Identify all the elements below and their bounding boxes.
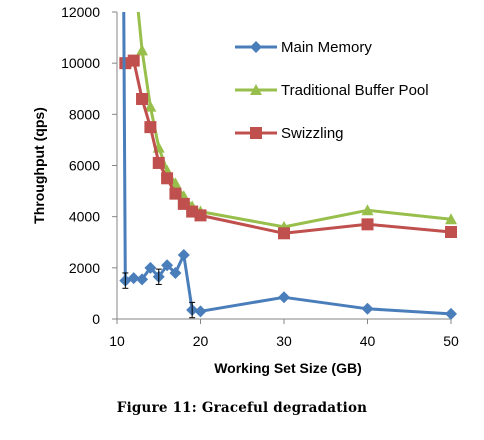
data-point-swizzling (127, 54, 140, 67)
series-swizzling (119, 54, 457, 240)
y-tick-label: 10000 (61, 55, 100, 71)
data-point-main-memory (127, 272, 140, 285)
y-axis-title: Throughput (qps) (31, 107, 47, 224)
legend-label: Main Memory (281, 39, 372, 56)
y-tick-label: 6000 (69, 158, 100, 174)
error-bars (122, 268, 196, 319)
data-point-swizzling (194, 209, 207, 222)
data-point-traditional-buffer-pool (144, 100, 157, 112)
legend-swatch-marker (250, 84, 262, 95)
data-point-main-memory (361, 302, 374, 315)
data-point-swizzling (161, 172, 174, 185)
y-tick-label: 4000 (69, 209, 100, 225)
x-tick-label: 50 (443, 333, 459, 349)
x-tick-label: 10 (109, 333, 125, 349)
y-tick-label: 0 (92, 311, 100, 327)
data-point-traditional-buffer-pool (361, 204, 374, 216)
data-point-traditional-buffer-pool (136, 44, 149, 56)
y-tick-label: 12000 (61, 4, 100, 20)
legend-swatch-marker (250, 41, 262, 53)
x-tick-label: 20 (193, 333, 209, 349)
data-point-main-memory (161, 259, 174, 272)
data-point-traditional-buffer-pool (445, 213, 457, 225)
legend-label: Traditional Buffer Pool (281, 82, 429, 99)
data-point-swizzling (361, 218, 374, 231)
x-tick-label: 40 (360, 333, 376, 349)
y-tick-label: 2000 (69, 260, 100, 276)
plot-area (119, 12, 457, 320)
legend-label: Swizzling (281, 125, 344, 142)
data-point-swizzling (144, 121, 157, 134)
data-point-main-memory (169, 266, 182, 279)
data-point-swizzling (136, 92, 149, 105)
data-point-main-memory (136, 273, 149, 286)
legend-item-main-memory: Main Memory (235, 39, 372, 56)
x-axis-title: Working Set Size (GB) (214, 360, 362, 376)
figure-caption: Figure 11: Graceful degradation (116, 400, 368, 416)
axes: 0 2000 4000 6000 8000 10000 12000 10 20 30 40 50 (61, 4, 459, 349)
legend-item-swizzling: Swizzling (235, 125, 344, 142)
data-point-main-memory (278, 291, 290, 304)
data-point-main-memory (177, 249, 190, 262)
data-point-main-memory (144, 261, 157, 274)
x-tick-label: 30 (276, 333, 292, 349)
line-chart: 0 2000 4000 6000 8000 10000 12000 10 20 30 40 50 Th… (31, 4, 459, 376)
data-point-swizzling (445, 226, 457, 239)
data-point-main-memory (194, 305, 207, 318)
data-point-main-memory (445, 307, 457, 320)
legend: Main Memory Traditional Buffer Pool Swizzl… (235, 39, 429, 142)
data-point-swizzling (169, 187, 182, 200)
data-point-swizzling (152, 156, 165, 169)
series-main-memory (119, 12, 457, 320)
data-point-swizzling (278, 227, 290, 240)
series-traditional-buffer-pool (136, 12, 457, 232)
legend-item-traditional-buffer-pool: Traditional Buffer Pool (235, 82, 429, 99)
legend-swatch-marker (250, 127, 262, 139)
y-tick-label: 8000 (69, 106, 100, 122)
